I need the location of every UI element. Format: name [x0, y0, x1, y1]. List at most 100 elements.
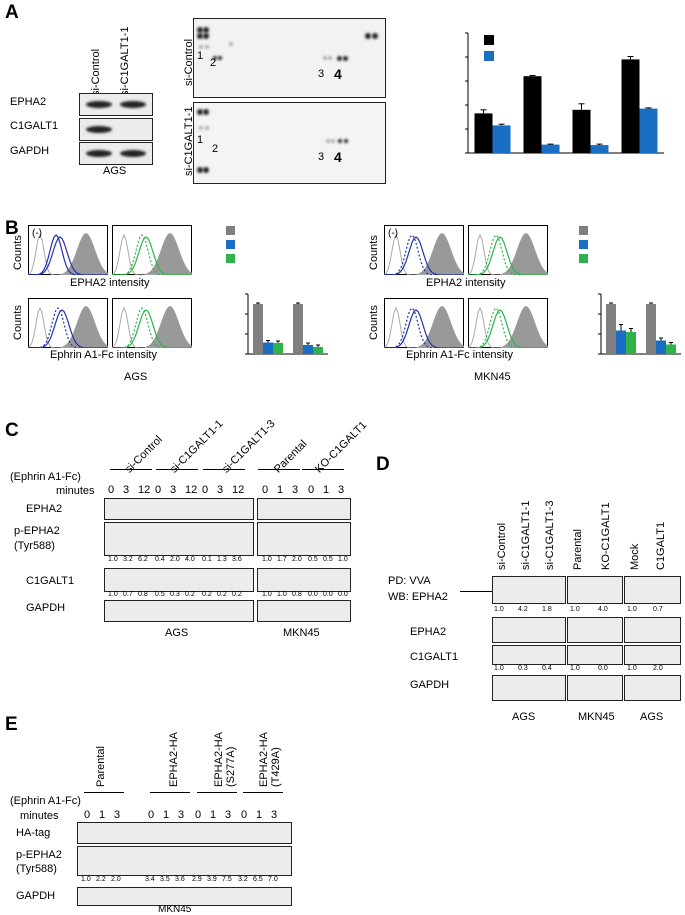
legend-swatch	[226, 254, 235, 263]
row-value: 7.0	[268, 876, 278, 883]
cell-line-label: AGS	[165, 627, 189, 639]
spot-number: 2	[210, 57, 217, 69]
panel-letter-e: E	[5, 714, 18, 735]
row-value: 3	[271, 809, 278, 821]
histogram-mkn45-epha2-si2	[468, 225, 548, 275]
group-label: EPHA2-HA	[258, 731, 270, 787]
bar-si-Control	[253, 304, 263, 354]
row-value: 1.8	[542, 606, 552, 613]
histogram-control-fill	[112, 306, 192, 348]
legend-swatch	[579, 254, 588, 263]
row-value: 1.0	[338, 556, 348, 563]
row-value: 0.0	[598, 665, 608, 672]
legend-swatch	[226, 240, 235, 249]
row-label: C1GALT1	[410, 651, 459, 663]
row-value: 3	[170, 484, 177, 496]
row-value: 4.2	[518, 606, 528, 613]
row-value: 1.0	[108, 556, 118, 563]
axis-label-counts: Counts	[368, 305, 380, 340]
bar-si-EPHA2-1	[303, 345, 313, 354]
blot-d-gapdh-mkn45	[567, 675, 623, 701]
blot-c-pepha2-mkn45	[257, 522, 351, 556]
bar-si-Control	[646, 304, 656, 354]
row-value: 3.2	[238, 876, 248, 883]
cell-line-label: MKN45	[158, 904, 192, 915]
row-value: 0.7	[123, 591, 133, 598]
antibody-array-knockdown	[193, 102, 386, 184]
spot-number: 3	[318, 151, 325, 163]
row-value: 0.2	[217, 591, 227, 598]
spot-number: 1	[197, 134, 204, 146]
bar-si-C1GALT1-1	[639, 108, 658, 153]
blot-d-pd-ags	[492, 576, 566, 604]
histogram-isotype-line	[468, 306, 548, 348]
row-value: 7.5	[222, 876, 232, 883]
lane-label: si-C1GALT1-1	[520, 500, 532, 570]
negative-control-label: (-)	[32, 228, 42, 239]
histogram-ags-ephrin-si2	[112, 298, 192, 348]
histogram-control-fill	[28, 306, 108, 348]
axis-label-counts: Counts	[368, 235, 380, 270]
row-value: 3	[338, 484, 345, 496]
lane-label: si-Control	[90, 48, 102, 96]
row-value: 0.4	[155, 556, 165, 563]
blot-e-pepha2	[77, 846, 292, 876]
spot-number: 2	[212, 143, 219, 155]
row-label: p-EPHA2	[14, 525, 60, 537]
row-value: 12	[232, 484, 245, 496]
minutes-label: minutes	[56, 485, 95, 497]
histogram-mkn45-ephrin-si2	[468, 298, 548, 348]
row-value: 0.4	[542, 665, 552, 672]
histogram-isotype-line	[468, 233, 548, 275]
bar-si-Control	[572, 109, 591, 153]
x-axis-label: Ephrin A1-Fc intensity	[50, 349, 157, 361]
blot-gapdh	[79, 142, 153, 165]
antibody-array-control	[193, 18, 386, 98]
histogram-mkn45-epha2-si1	[384, 225, 464, 275]
row-value: 0	[195, 809, 202, 821]
row-value: 0	[202, 484, 209, 496]
group-label: (T429A)	[270, 747, 282, 787]
histogram-si-line	[112, 236, 192, 275]
cell-line-label: MKN45	[474, 371, 511, 383]
row-label: WB: EPHA2	[388, 591, 448, 603]
histogram-si-line	[468, 309, 548, 348]
row-value: 0.0	[308, 591, 318, 598]
row-value: 1	[256, 809, 263, 821]
histogram-si-line	[384, 309, 464, 348]
blot-d-pd-mkn45	[567, 576, 623, 604]
blot-c-pepha2-ags	[104, 522, 254, 556]
lane-label: si-C1GALT1-1	[119, 26, 131, 96]
row-value: 0.7	[653, 606, 663, 613]
row-value: 0.3	[518, 665, 528, 672]
lane-label: Parental	[572, 529, 584, 570]
row-value: 1.0	[570, 665, 580, 672]
histogram-ags-epha2-si1	[28, 225, 108, 275]
bar-si-EPHA2-2	[313, 347, 323, 354]
group-label: Parental	[95, 746, 107, 787]
bar-si-Control	[621, 59, 640, 153]
legend-swatch	[226, 226, 235, 235]
chart-pixel-density	[465, 32, 664, 154]
blot-d-c1galt1-ags2	[624, 645, 681, 665]
row-value: 1.0	[262, 556, 272, 563]
histogram-control-fill	[468, 233, 548, 275]
bar-si-Control	[474, 113, 493, 153]
panel-letter-a: A	[5, 2, 19, 23]
bar-si-C1GALT1-1	[590, 145, 609, 153]
bar-si-C1GALT1-1	[492, 125, 511, 153]
bar-si-EPHA2-2	[626, 332, 636, 354]
row-value: 1.0	[570, 606, 580, 613]
row-value: 2.2	[96, 876, 106, 883]
lane-label: si-Control	[496, 522, 508, 570]
row-value: 1.7	[277, 556, 287, 563]
lane-label: C1GALT1	[655, 521, 667, 570]
blot-c-gapdh-ags	[104, 600, 254, 622]
bar-si-EPHA2-1	[656, 340, 666, 354]
blot-c-epha2-mkn45	[257, 498, 351, 520]
group-label: KO-C1GALT1	[313, 419, 370, 476]
blot-d-epha2-ags	[492, 617, 566, 643]
group-label: EPHA2-HA	[213, 731, 225, 787]
legend-swatch	[579, 226, 588, 235]
row-value: 3.5	[160, 876, 170, 883]
